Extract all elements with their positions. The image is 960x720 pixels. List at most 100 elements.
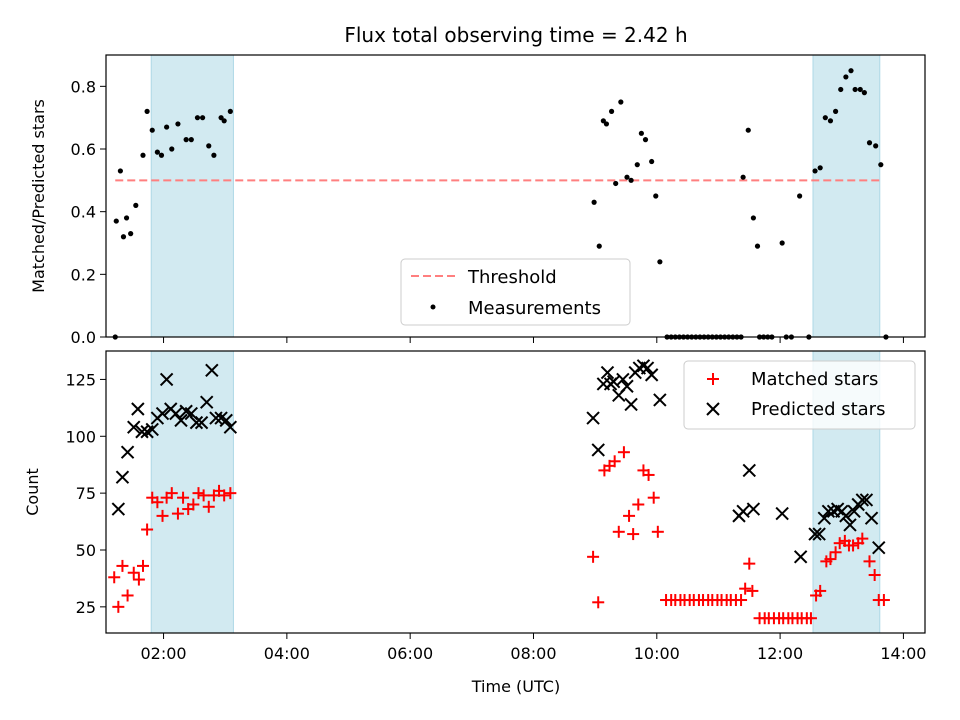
measurement-point — [221, 118, 227, 124]
observing-window-1 — [150, 350, 234, 634]
predicted-star-point — [591, 443, 605, 457]
measurement-point — [740, 174, 746, 180]
measurement-point — [183, 137, 189, 143]
predicted-star-point — [616, 372, 630, 387]
measurement-point — [822, 115, 828, 121]
matched-star-point — [136, 559, 149, 572]
x-tick-label: 06:00 — [387, 644, 433, 663]
matched-star-point — [804, 612, 817, 625]
measurement-point — [878, 162, 884, 168]
measurement-point — [613, 180, 619, 187]
matched-star-point — [112, 600, 125, 613]
legend-threshold-label: Threshold — [467, 267, 557, 288]
legend-measurements-label: Measurements — [468, 298, 601, 319]
ratio-plot-frame — [105, 54, 926, 338]
matched-star-point — [642, 468, 655, 481]
matched-star-point — [116, 559, 129, 572]
measurement-point — [596, 243, 602, 249]
measurement-point — [642, 137, 649, 143]
matched-star-point — [814, 584, 827, 597]
predicted-star-point — [855, 493, 870, 507]
y-tick-label: 0.6 — [71, 140, 96, 159]
measurement-point — [634, 162, 640, 168]
predicted-star-point — [189, 415, 204, 430]
matched-star-point — [177, 491, 190, 504]
measurement-point — [133, 202, 139, 208]
measurement-point — [745, 127, 751, 133]
x-tick-label: 14:00 — [880, 644, 926, 663]
measurement-point — [848, 68, 854, 74]
chart-title: Flux total observing time = 2.42 h — [344, 23, 687, 47]
measurement-point — [852, 86, 858, 93]
predicted-star-point — [859, 493, 874, 507]
measurement-point — [608, 108, 615, 114]
count-y-axis-label: Count — [23, 468, 42, 516]
matched-star-point — [632, 498, 645, 511]
matched-star-point — [141, 523, 154, 536]
y-tick-label: 75 — [76, 484, 96, 503]
measurement-point — [838, 86, 844, 93]
predicted-star-point — [839, 509, 853, 523]
legend-measurements-swatch — [430, 304, 436, 310]
measurement-point — [638, 130, 644, 136]
predicted-star-point — [120, 445, 135, 459]
predicted-star-point — [775, 506, 789, 521]
measurement-point — [128, 231, 134, 237]
legend-predicted-label: Predicted stars — [751, 399, 885, 420]
predicted-star-point — [736, 504, 750, 519]
measurement-point — [113, 218, 119, 224]
predicted-star-point — [174, 413, 188, 428]
matched-star-point — [121, 589, 134, 602]
measurement-point — [861, 90, 867, 96]
x-tick-label: 08:00 — [510, 644, 556, 663]
predicted-star-point — [864, 511, 879, 525]
matched-star-point — [743, 557, 756, 570]
predicted-star-point — [653, 393, 667, 407]
predicted-star-point — [586, 411, 600, 425]
count-legend-box — [683, 360, 916, 430]
count-plot-frame — [105, 350, 926, 634]
predicted-star-point — [159, 372, 174, 387]
matched-star-point — [868, 569, 881, 582]
matched-star-point — [612, 525, 625, 538]
measurement-point — [657, 259, 663, 265]
measurement-point — [603, 121, 610, 127]
measurement-point — [797, 193, 803, 199]
measurement-point — [817, 165, 823, 171]
y-tick-label: 0.2 — [71, 265, 96, 284]
matched-star-point — [833, 537, 846, 550]
measurement-point — [653, 193, 659, 199]
measurement-point — [211, 152, 217, 158]
x-axis-label: Time (UTC) — [471, 677, 560, 696]
matched-star-point — [627, 528, 640, 541]
measurement-point — [827, 118, 834, 124]
predicted-star-point — [812, 527, 826, 541]
matched-star-point — [863, 555, 876, 568]
x-tick-label: 04:00 — [264, 644, 310, 663]
measurement-point — [873, 143, 879, 149]
measurement-point — [832, 108, 839, 114]
ratio-x-axis-ticks — [163, 337, 904, 343]
measurement-point — [750, 215, 756, 221]
matched-star-point — [187, 498, 200, 511]
measurement-point — [144, 108, 150, 114]
predicted-star-point — [817, 511, 832, 525]
predicted-star-point — [600, 365, 615, 380]
matched-star-point — [108, 571, 121, 584]
measurement-point — [843, 74, 849, 80]
x-tick-label: 10:00 — [634, 644, 680, 663]
matched-star-point — [847, 539, 860, 552]
legend-matched-label: Matched stars — [751, 369, 878, 390]
measurement-point — [188, 137, 194, 143]
predicted-star-point — [640, 361, 655, 375]
measurement-point — [164, 124, 170, 130]
measurement-point — [199, 115, 206, 121]
measurement-point — [175, 121, 181, 127]
predicted-star-point — [199, 395, 214, 409]
predicted-star-point — [115, 470, 130, 484]
predicted-star-point — [620, 379, 634, 393]
measurement-point — [120, 234, 127, 240]
predicted-star-point — [127, 420, 141, 434]
measurement-point — [206, 143, 212, 149]
